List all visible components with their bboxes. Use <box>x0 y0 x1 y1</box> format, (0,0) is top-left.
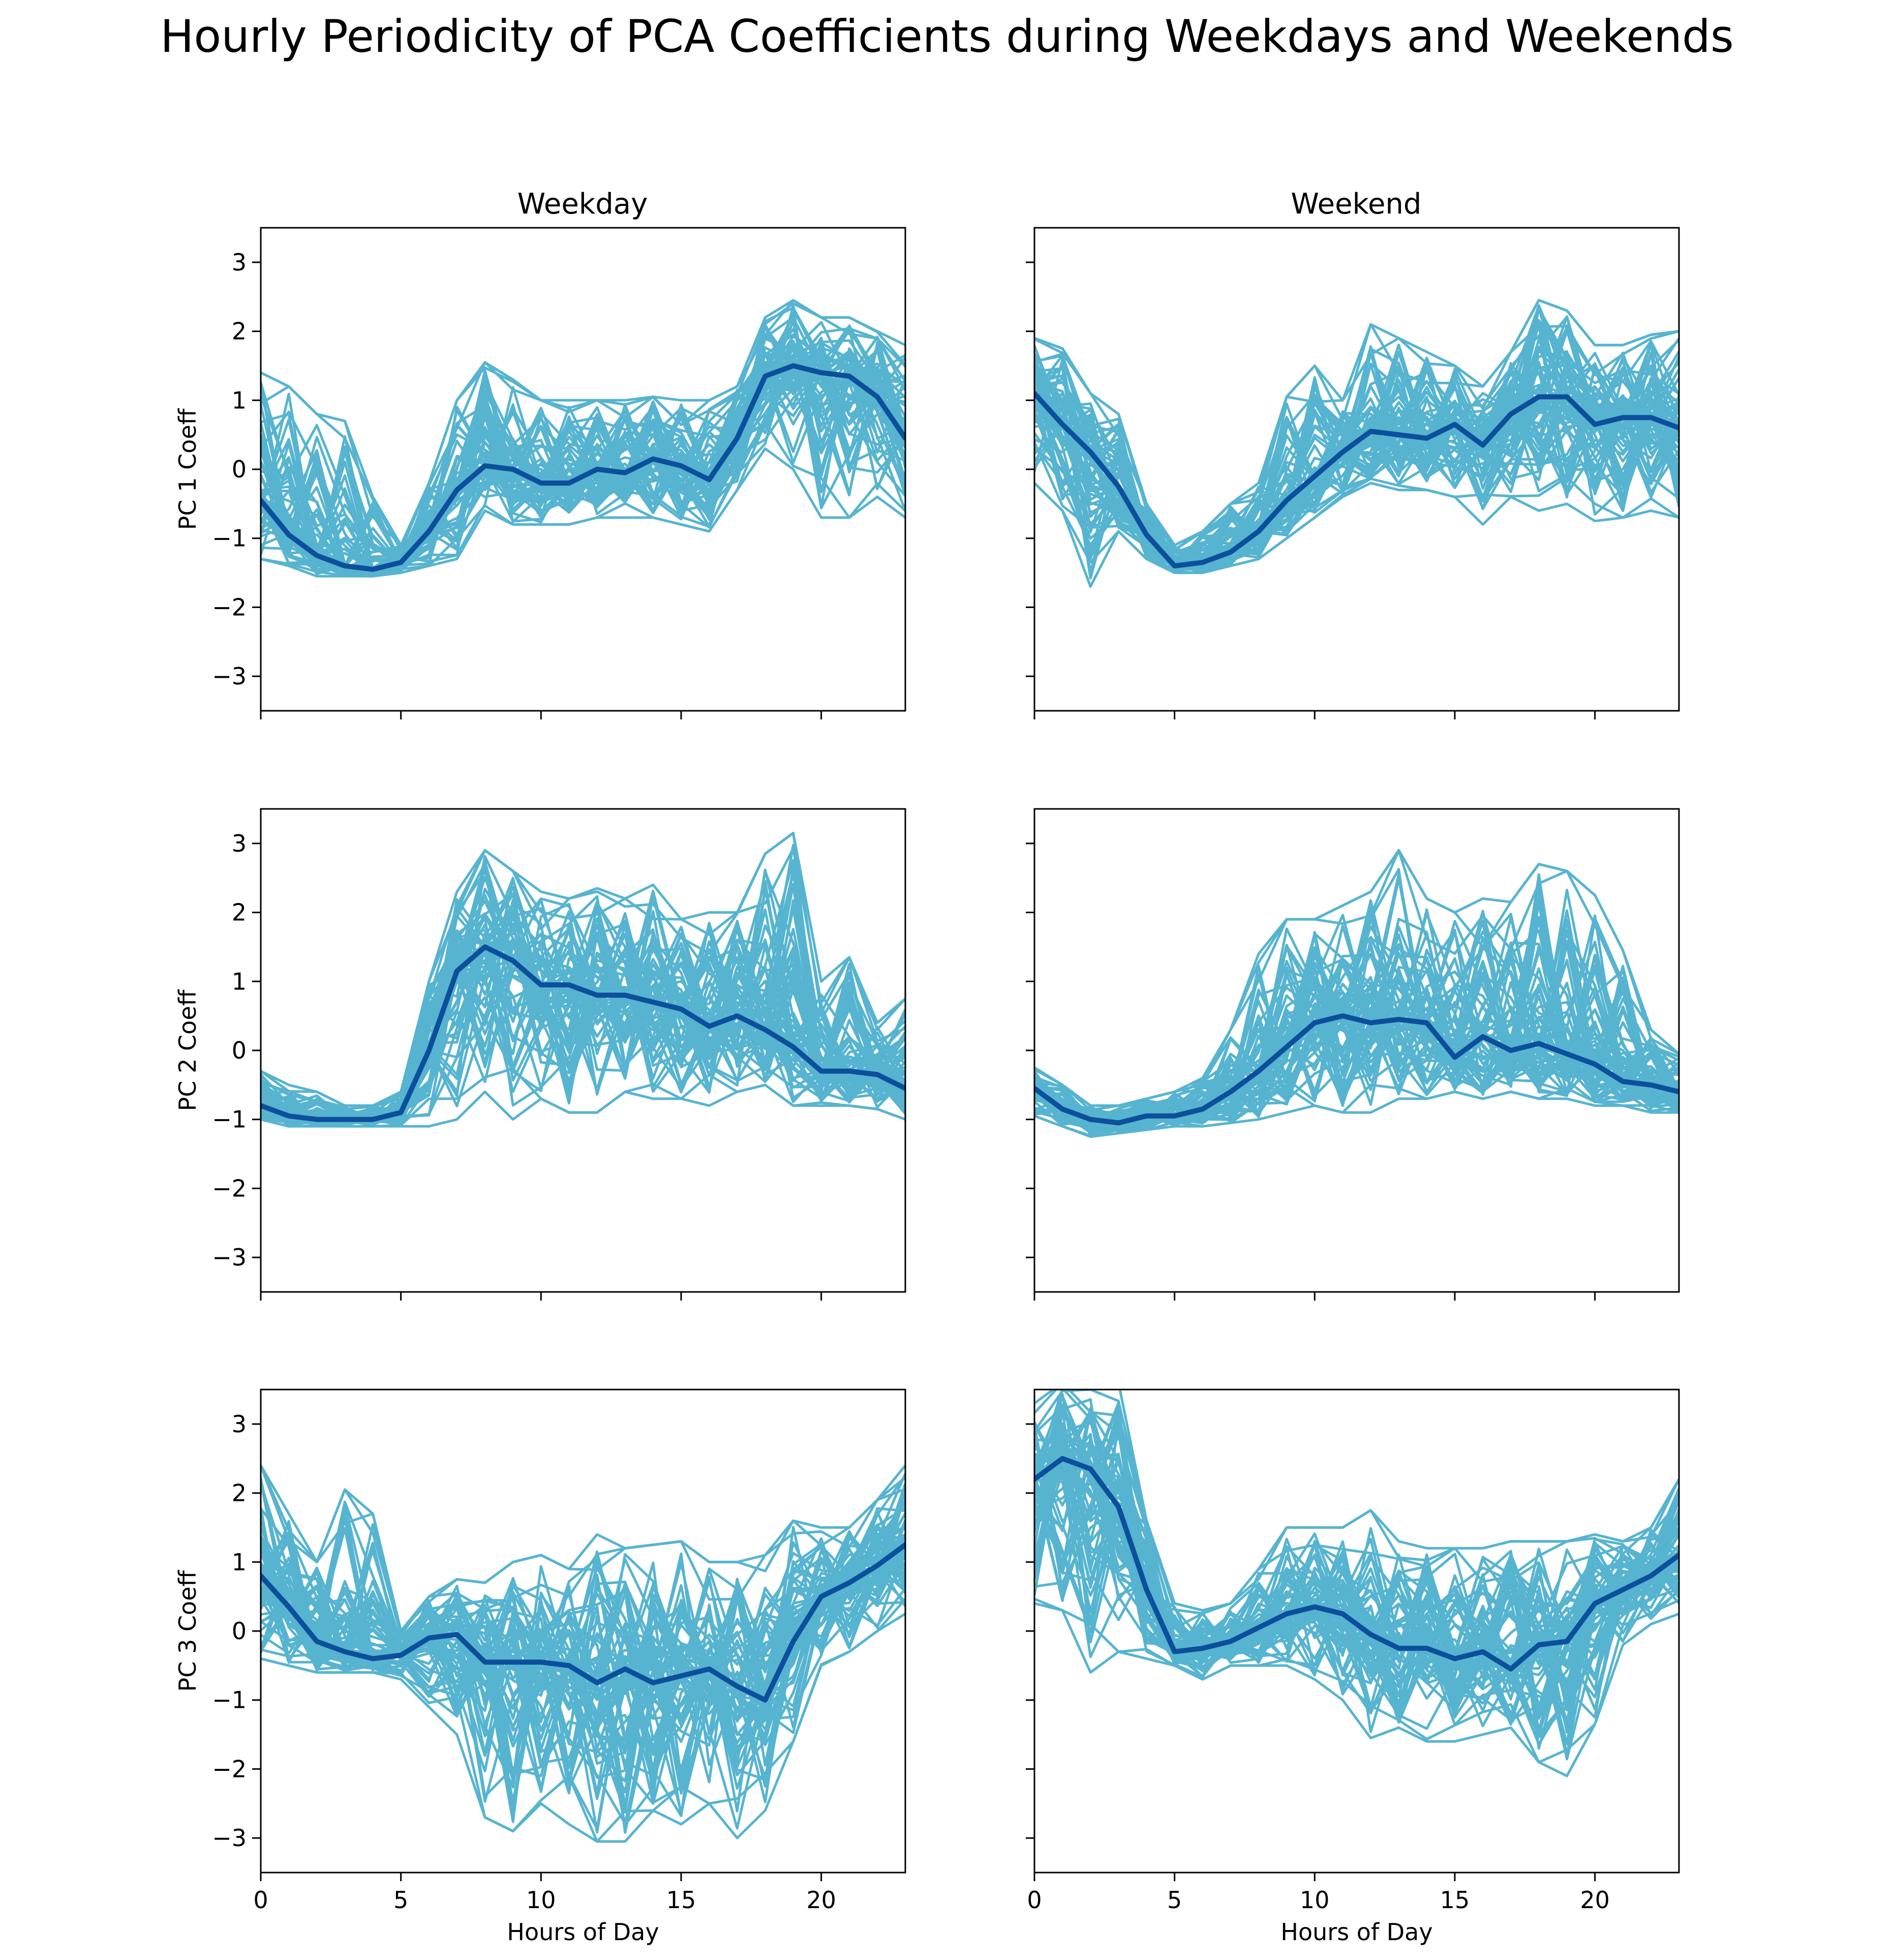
column-title-weekday: Weekday <box>517 188 648 221</box>
day-line <box>261 1565 905 1783</box>
y-tick-label: 2 <box>232 1480 247 1507</box>
x-tick-label: 20 <box>806 1886 836 1914</box>
y-tick-label: −3 <box>212 1244 247 1271</box>
y-tick-label: 2 <box>232 318 247 345</box>
x-axis-label: Hours of Day <box>507 1918 659 1946</box>
day-line <box>261 353 905 567</box>
day-line-extreme <box>1034 481 1679 588</box>
panel-r2-c1: 0 5 10 15 20 Hours of Day <box>1026 1389 1680 1946</box>
day-line <box>1034 1401 1679 1746</box>
y-tick-label: 3 <box>232 1410 247 1438</box>
day-line <box>1034 1449 1679 1684</box>
x-axis-label: Hours of Day <box>1280 1918 1432 1946</box>
panel-r0-c1 <box>1026 227 1680 719</box>
mean-line <box>261 1542 905 1703</box>
y-tick-label: 3 <box>232 249 247 276</box>
x-tick-label: 15 <box>666 1886 696 1914</box>
day-line <box>1034 904 1679 1122</box>
y-tick-label: −3 <box>212 1824 247 1852</box>
day-line <box>261 1528 905 1727</box>
mean-line <box>1034 1013 1679 1126</box>
day-line <box>1034 346 1679 571</box>
panel-r0-c0: −3 −2 −1 0 1 2 3 PC 1 Coeff <box>174 227 906 719</box>
y-tick-label: 2 <box>232 899 247 926</box>
day-line <box>261 1523 905 1834</box>
mean-line <box>1034 1456 1679 1672</box>
y-tick-label: 1 <box>232 1548 247 1576</box>
panel-r2-c0: −3 −2 −1 0 1 2 3 0 5 10 15 20 PC 3 Coeff Hours of Day <box>174 1389 906 1946</box>
figure-title: Hourly Periodicity of PCA Coefficients d… <box>160 10 1734 63</box>
day-line-extreme <box>261 1612 905 1843</box>
day-line <box>1034 1428 1679 1734</box>
day-line <box>261 924 905 1121</box>
mean-line <box>261 363 905 572</box>
y-tick-label: 1 <box>232 968 247 995</box>
y-axis-label: PC 2 Coeff <box>174 989 201 1111</box>
day-line-extreme <box>261 832 905 1107</box>
x-tick-label: 10 <box>1300 1886 1330 1914</box>
y-axis-label: PC 3 Coeff <box>174 1570 201 1692</box>
y-tick-label: −2 <box>212 1174 247 1202</box>
y-tick-label: 0 <box>232 1037 247 1064</box>
x-tick-label: 10 <box>526 1886 556 1914</box>
y-tick-label: −2 <box>212 1755 247 1783</box>
y-tick-label: 0 <box>232 456 247 483</box>
x-tick-label: 20 <box>1580 1886 1610 1914</box>
day-line <box>1034 1410 1679 1692</box>
day-line-extreme <box>261 1083 905 1128</box>
mean-line <box>261 944 905 1122</box>
day-line <box>1034 957 1679 1122</box>
column-title-weekend: Weekend <box>1291 188 1422 221</box>
x-tick-label: 0 <box>1027 1886 1042 1914</box>
y-tick-label: 3 <box>232 830 247 857</box>
y-tick-label: −1 <box>212 1106 247 1133</box>
day-line-extreme <box>261 447 905 578</box>
day-line <box>261 1465 905 1637</box>
day-line-extreme <box>1034 1390 1679 1612</box>
y-tick-label: 0 <box>232 1617 247 1645</box>
subplot-grid: −3 −2 −1 0 1 2 3 PC 1 Coeff −3 −2 −1 0 1 2 3 PC 2 Coeff… <box>174 227 1680 1946</box>
day-line <box>261 350 905 572</box>
day-line-extreme <box>1034 1090 1679 1138</box>
x-tick-label: 0 <box>253 1886 268 1914</box>
day-line <box>261 302 905 547</box>
individual-day-lines <box>261 1464 905 1843</box>
x-tick-label: 5 <box>393 1886 408 1914</box>
panel-r1-c0: −3 −2 −1 0 1 2 3 PC 2 Coeff <box>174 808 906 1301</box>
individual-day-lines <box>261 832 905 1128</box>
day-line-extreme <box>1034 299 1679 547</box>
day-line-extreme <box>1034 849 1679 1107</box>
day-line <box>261 1490 905 1798</box>
panel-r1-c1 <box>1026 808 1680 1301</box>
day-line <box>1034 1427 1679 1701</box>
day-line <box>261 957 905 1126</box>
day-line <box>261 1545 905 1830</box>
x-tick-label: 5 <box>1167 1886 1182 1914</box>
individual-day-lines <box>1034 1390 1679 1777</box>
y-tick-label: −3 <box>212 662 247 690</box>
individual-day-lines <box>261 299 905 578</box>
mean-line <box>1034 390 1679 568</box>
day-line-extreme <box>261 1464 905 1633</box>
x-tick-label: 15 <box>1440 1886 1470 1914</box>
y-tick-label: −1 <box>212 1686 247 1714</box>
y-axis-label: PC 1 Coeff <box>174 408 201 530</box>
individual-day-lines <box>1034 849 1679 1138</box>
day-line-extreme <box>1034 1602 1679 1777</box>
day-line <box>1034 1441 1679 1715</box>
y-tick-label: 1 <box>232 386 247 414</box>
day-line-extreme <box>261 299 905 547</box>
y-tick-label: −2 <box>212 593 247 621</box>
day-line <box>261 902 905 1126</box>
day-line <box>261 954 905 1125</box>
y-tick-label: −1 <box>212 525 247 552</box>
day-line <box>1034 958 1679 1132</box>
